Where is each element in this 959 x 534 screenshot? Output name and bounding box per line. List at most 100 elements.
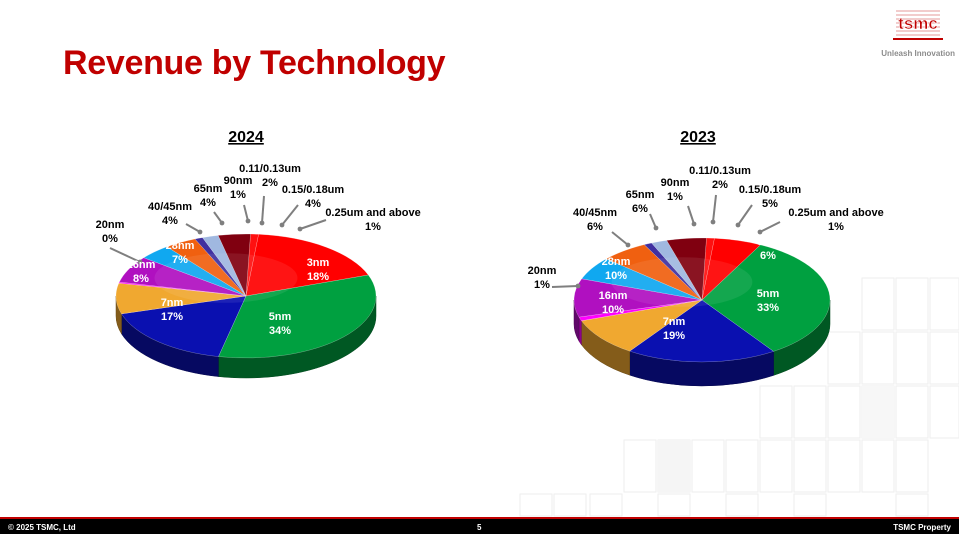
leader-line-40-45nm bbox=[185, 223, 201, 233]
slice-name: 28nm bbox=[166, 240, 195, 252]
slice-name: 65nm bbox=[626, 189, 655, 201]
leader-line-0-11-0-13um bbox=[261, 195, 265, 224]
copyright-text: © 2025 TSMC, Ltd bbox=[8, 523, 76, 532]
tagline: Unleash Innovation bbox=[881, 49, 955, 58]
slice-label-0-11-0-13um: 0.11/0.13um 2% bbox=[689, 165, 751, 191]
pie-side-2023 bbox=[573, 299, 831, 387]
slice-value: 6% bbox=[632, 203, 648, 215]
slice-value: 4% bbox=[162, 215, 178, 227]
slice-label-65nm: 65nm 4% bbox=[194, 183, 223, 209]
pie-highlight bbox=[611, 257, 753, 307]
slice-name: 3nm bbox=[307, 257, 330, 269]
pie-slice-7nm bbox=[121, 295, 247, 357]
slice-label-3nm: 3nm 6% bbox=[757, 236, 780, 262]
leader-dot-0-25um-and-above bbox=[757, 229, 763, 235]
slice-value: 34% bbox=[269, 325, 291, 337]
pie-side-20nm bbox=[578, 316, 582, 346]
slice-name: 0.11/0.13um bbox=[239, 163, 301, 175]
leader-line-90nm bbox=[687, 205, 695, 225]
leader-dot-0-25um-and-above bbox=[297, 226, 303, 232]
slice-value: 17% bbox=[161, 311, 183, 323]
tsmc-logo: tsmc bbox=[893, 10, 943, 40]
slice-value: 7% bbox=[172, 254, 188, 266]
slice-name: 5nm bbox=[269, 311, 292, 323]
slice-value: 1% bbox=[365, 221, 381, 233]
leader-dot-20nm bbox=[575, 283, 581, 289]
slice-name: 90nm bbox=[224, 175, 253, 187]
svg-text:tsmc: tsmc bbox=[898, 14, 938, 33]
slice-label-3nm: 3nm 18% bbox=[307, 257, 330, 283]
chart-title-2024: 2024 bbox=[228, 129, 264, 146]
leader-line-40-45nm bbox=[611, 231, 629, 246]
slice-label-0-15-0-18um: 0.15/0.18um 5% bbox=[739, 184, 802, 210]
pie-slice-5nm bbox=[218, 274, 377, 359]
slice-label-7nm: 7nm 17% bbox=[161, 297, 184, 323]
slice-name: 5nm bbox=[757, 288, 780, 300]
slice-label-90nm: 90nm 1% bbox=[661, 177, 690, 203]
leader-dot-0-11-0-13um bbox=[259, 220, 265, 226]
leader-dot-0-15-0-18um bbox=[279, 222, 285, 228]
slice-value: 1% bbox=[667, 191, 683, 203]
leader-dot-90nm bbox=[691, 221, 697, 227]
leader-line-90nm bbox=[243, 204, 249, 222]
slice-name: 0.25um and above bbox=[788, 207, 883, 219]
slice-label-40-45nm: 40/45nm 4% bbox=[148, 201, 192, 227]
leader-line-0-15-0-18um bbox=[281, 204, 299, 226]
leader-dot-40-45nm bbox=[625, 242, 631, 248]
chart-title-2023: 2023 bbox=[680, 129, 716, 146]
pie-slice-0-15-0-18um bbox=[217, 233, 251, 297]
slice-label-40-45nm: 40/45nm 6% bbox=[573, 207, 617, 233]
slice-label-28nm: 28nm 7% bbox=[166, 240, 195, 266]
leader-dot-0-11-0-13um bbox=[710, 219, 716, 225]
slice-name: 20nm bbox=[96, 219, 125, 231]
slice-name: 16nm bbox=[127, 259, 156, 271]
pie-highlight bbox=[154, 253, 298, 303]
pie-slice-16nm bbox=[581, 299, 703, 352]
slice-name: 7nm bbox=[663, 316, 686, 328]
slice-value: 6% bbox=[760, 250, 776, 262]
leader-dot-0-15-0-18um bbox=[735, 222, 741, 228]
slice-label-16nm: 16nm 8% bbox=[127, 259, 156, 285]
slice-label-5nm: 5nm 34% bbox=[269, 311, 292, 337]
slice-value: 8% bbox=[133, 273, 149, 285]
slice-name: 28nm bbox=[602, 256, 631, 268]
slice-label-20nm: 20nm 0% bbox=[96, 219, 125, 245]
slice-name: 7nm bbox=[161, 297, 184, 309]
slice-label-90nm: 90nm 1% bbox=[224, 175, 253, 201]
slice-label-0-15-0-18um: 0.15/0.18um 4% bbox=[282, 184, 345, 210]
pie-slice-3nm bbox=[245, 234, 369, 297]
pie-slice-0-15-0-18um bbox=[666, 237, 707, 301]
slice-value: 0% bbox=[102, 233, 118, 245]
slice-value: 33% bbox=[757, 302, 779, 314]
slice-name: 16nm bbox=[599, 290, 628, 302]
leader-dot-65nm bbox=[219, 220, 225, 226]
slice-value: 1% bbox=[828, 221, 844, 233]
slice-label-28nm: 28nm 10% bbox=[602, 256, 631, 282]
leader-dot-90nm bbox=[245, 218, 251, 224]
slice-name: 65nm bbox=[194, 183, 223, 195]
slice-value: 4% bbox=[200, 197, 216, 209]
leader-dot-20nm bbox=[137, 259, 143, 265]
slice-value: 10% bbox=[602, 304, 624, 316]
slice-name: 40/45nm bbox=[573, 207, 617, 219]
leader-dot-40-45nm bbox=[197, 229, 203, 235]
slice-value: 18% bbox=[307, 271, 329, 283]
slice-label-65nm: 65nm 6% bbox=[626, 189, 655, 215]
slice-label-7nm: 7nm 19% bbox=[663, 316, 686, 342]
slice-name: 40/45nm bbox=[148, 201, 192, 213]
slice-value: 6% bbox=[587, 221, 603, 233]
pie-top-2024 bbox=[115, 233, 377, 359]
leader-line-20nm bbox=[109, 247, 141, 263]
slice-label-0-25um-and-above: 0.25um and above 1% bbox=[325, 207, 420, 233]
slice-name: 0.11/0.13um bbox=[689, 165, 751, 177]
page-title: Revenue by Technology bbox=[63, 44, 446, 82]
leader-line-0-15-0-18um bbox=[737, 204, 753, 226]
slice-value: 1% bbox=[230, 189, 246, 201]
pie-slice-7nm bbox=[629, 299, 775, 363]
slice-value: 5% bbox=[762, 198, 778, 210]
slice-name: 90nm bbox=[661, 177, 690, 189]
leader-line-0-25um-and-above bbox=[759, 221, 781, 233]
slice-name: 0.25um and above bbox=[325, 207, 420, 219]
